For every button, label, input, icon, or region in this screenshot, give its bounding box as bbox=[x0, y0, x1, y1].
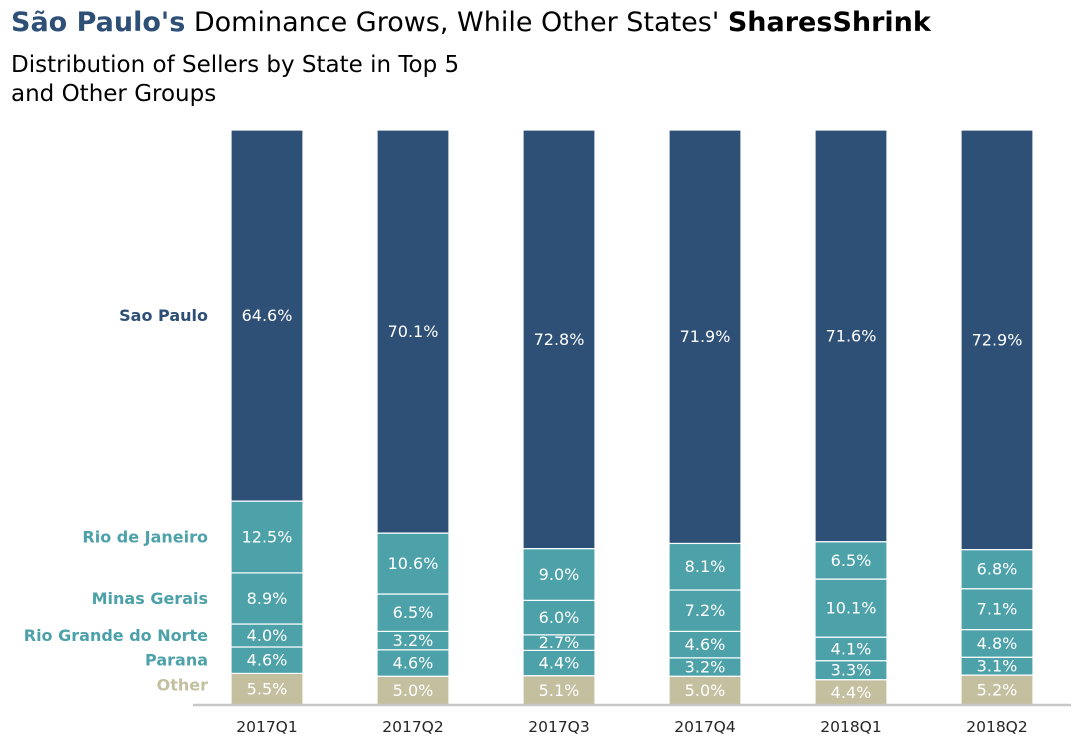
bar-rio-de-janeiro-2017q3 bbox=[522, 547, 596, 601]
data-label-rio-grande-do-norte-2018q2: 4.8% bbox=[977, 634, 1018, 653]
data-label-other-2017q1: 5.5% bbox=[247, 680, 288, 699]
bar-other-2017q1 bbox=[230, 672, 304, 706]
bar-rio-de-janeiro-2017q2 bbox=[376, 532, 450, 595]
data-label-sao-paulo-2017q1: 64.6% bbox=[242, 306, 293, 325]
bar-sao-paulo-2018q1 bbox=[814, 129, 888, 543]
x-tick-label: 2018Q2 bbox=[966, 718, 1028, 736]
bar-parana-2017q1 bbox=[230, 646, 304, 675]
data-label-other-2017q2: 5.0% bbox=[393, 681, 434, 700]
bar-sao-paulo-2017q3 bbox=[522, 129, 596, 550]
bar-rio-de-janeiro-2017q4 bbox=[668, 542, 742, 591]
bar-rio-de-janeiro-2018q2 bbox=[960, 548, 1034, 590]
bar-minas-gerais-2018q1 bbox=[814, 578, 888, 638]
bar-other-2017q3 bbox=[522, 675, 596, 706]
bar-sao-paulo-2017q1 bbox=[230, 129, 304, 502]
bar-other-2018q2 bbox=[960, 674, 1034, 706]
x-tick-label: 2017Q2 bbox=[382, 718, 444, 736]
data-label-rio-de-janeiro-2017q4: 8.1% bbox=[685, 557, 726, 576]
data-label-other-2018q2: 5.2% bbox=[977, 681, 1018, 700]
data-label-sao-paulo-2017q4: 71.9% bbox=[680, 327, 731, 346]
x-tick-label: 2018Q1 bbox=[820, 718, 882, 736]
data-label-minas-gerais-2017q1: 8.9% bbox=[247, 589, 288, 608]
series-label-rio-de-janeiro: Rio de Janeiro bbox=[82, 527, 208, 546]
data-label-rio-grande-do-norte-2018q1: 4.1% bbox=[831, 639, 872, 658]
title-highlight: São Paulo's bbox=[11, 7, 186, 38]
bar-rio-grande-do-norte-2018q2 bbox=[960, 628, 1034, 658]
data-label-rio-de-janeiro-2017q2: 10.6% bbox=[388, 554, 439, 573]
data-label-minas-gerais-2018q2: 7.1% bbox=[977, 600, 1018, 619]
bar-other-2017q4 bbox=[668, 675, 742, 706]
bar-group: 5.5% 4.6% 4.0% 8.9% 12.5% 64.6% 5.0% 4.6% 3.2% 6.… bbox=[230, 129, 1034, 706]
x-tick-label: 2017Q3 bbox=[528, 718, 590, 736]
series-label-rio-grande-do-norte: Rio Grande do Norte bbox=[24, 626, 208, 645]
data-label-rio-de-janeiro-2018q1: 6.5% bbox=[831, 551, 872, 570]
title-middle: Dominance Grows, While Other States' bbox=[193, 7, 720, 38]
data-label-sao-paulo-2017q3: 72.8% bbox=[534, 330, 585, 349]
data-label-other-2018q1: 4.4% bbox=[831, 683, 872, 702]
bar-rio-de-janeiro-2018q1 bbox=[814, 541, 888, 580]
bar-minas-gerais-2017q1 bbox=[230, 572, 304, 625]
x-tick-labels: 2017Q1 2017Q2 2017Q3 2017Q4 2018Q1 2018Q2 bbox=[236, 718, 1028, 736]
data-label-minas-gerais-2017q3: 6.0% bbox=[539, 608, 580, 627]
title-bold-end: SharesShrink bbox=[727, 7, 931, 38]
data-label-rio-grande-do-norte-2017q3: 2.7% bbox=[539, 633, 580, 652]
x-tick-label: 2017Q4 bbox=[674, 718, 736, 736]
series-label-minas-gerais: Minas Gerais bbox=[92, 589, 208, 608]
data-label-minas-gerais-2017q4: 7.2% bbox=[685, 601, 726, 620]
series-label-other: Other bbox=[157, 676, 208, 695]
bar-sao-paulo-2017q2 bbox=[376, 129, 450, 534]
series-labels: Other Parana Rio Grande do Norte Minas Gera… bbox=[24, 306, 208, 694]
data-label-parana-2017q4: 3.2% bbox=[685, 658, 726, 677]
data-label-other-2017q4: 5.0% bbox=[685, 681, 726, 700]
bar-rio-de-janeiro-2017q1 bbox=[230, 500, 304, 574]
chart-title: São Paulo's Dominance Grows, While Other… bbox=[11, 5, 931, 41]
data-label-rio-de-janeiro-2017q3: 9.0% bbox=[539, 565, 580, 584]
data-label-parana-2017q3: 4.4% bbox=[539, 654, 580, 673]
data-label-parana-2017q1: 4.6% bbox=[247, 651, 288, 670]
data-label-sao-paulo-2017q2: 70.1% bbox=[388, 322, 439, 341]
data-label-rio-grande-do-norte-2017q4: 4.6% bbox=[685, 635, 726, 654]
bar-other-2017q2 bbox=[376, 675, 450, 706]
data-label-parana-2017q2: 4.6% bbox=[393, 654, 434, 673]
data-label-rio-grande-do-norte-2017q2: 3.2% bbox=[393, 631, 434, 650]
bar-minas-gerais-2017q2 bbox=[376, 593, 450, 633]
data-label-rio-grande-do-norte-2017q1: 4.0% bbox=[247, 626, 288, 645]
data-label-minas-gerais-2018q1: 10.1% bbox=[826, 599, 877, 618]
data-label-sao-paulo-2018q1: 71.6% bbox=[826, 326, 877, 345]
data-label-parana-2018q2: 3.1% bbox=[977, 657, 1018, 676]
data-label-other-2017q3: 5.1% bbox=[539, 681, 580, 700]
x-tick-label: 2017Q1 bbox=[236, 718, 298, 736]
series-label-parana: Parana bbox=[145, 651, 208, 670]
data-label-parana-2018q1: 3.3% bbox=[831, 661, 872, 680]
bar-minas-gerais-2017q4 bbox=[668, 589, 742, 633]
bar-sao-paulo-2018q2 bbox=[960, 129, 1034, 551]
data-label-rio-de-janeiro-2018q2: 6.8% bbox=[977, 560, 1018, 579]
bar-parana-2017q2 bbox=[376, 649, 450, 677]
data-label-rio-de-janeiro-2017q1: 12.5% bbox=[242, 527, 293, 546]
series-label-sao-paulo: Sao Paulo bbox=[119, 306, 208, 325]
data-label-sao-paulo-2018q2: 72.9% bbox=[972, 330, 1023, 349]
bar-sao-paulo-2017q4 bbox=[668, 129, 742, 545]
data-label-minas-gerais-2017q2: 6.5% bbox=[393, 603, 434, 622]
chart-subtitle: Distribution of Sellers by State in Top … bbox=[11, 52, 460, 107]
